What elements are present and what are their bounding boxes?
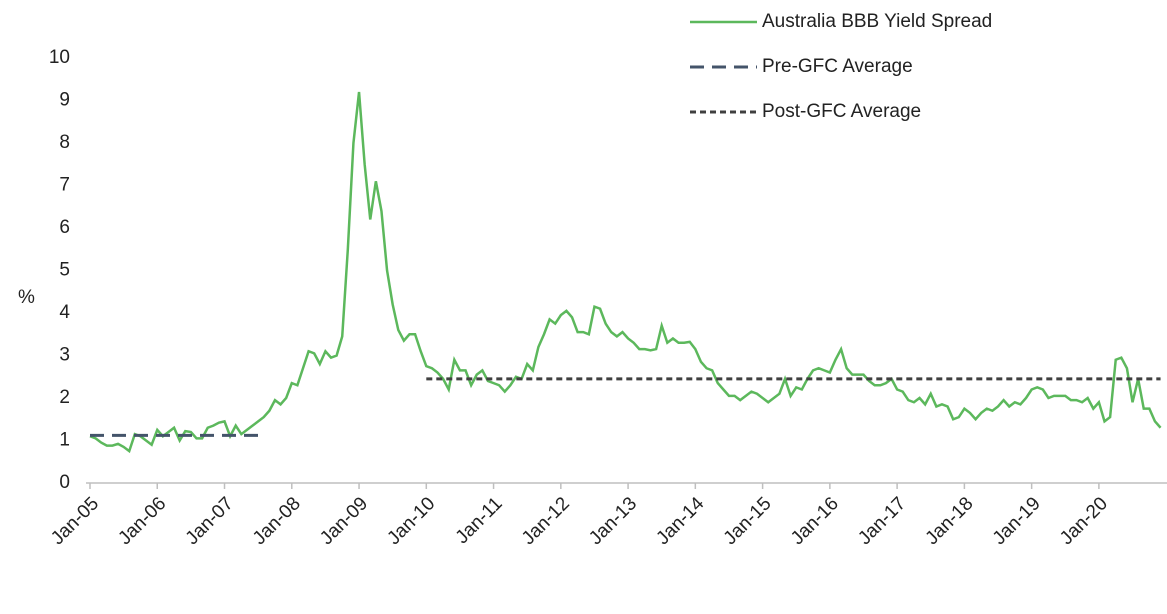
line-series bbox=[89, 91, 1162, 454]
y-tick-label: 8 bbox=[59, 132, 70, 153]
x-tick-label: Jan-17 bbox=[854, 493, 910, 549]
x-tick-label: Jan-11 bbox=[452, 493, 507, 548]
y-tick-label: 2 bbox=[59, 387, 70, 408]
legend-label: Australia BBB Yield Spread bbox=[762, 11, 992, 32]
x-tick-label: Jan-05 bbox=[47, 493, 103, 549]
x-tick-label: Jan-15 bbox=[720, 493, 776, 549]
y-axis-label: % bbox=[18, 287, 35, 308]
y-tick-label: 0 bbox=[59, 472, 70, 493]
x-tick-label: Jan-09 bbox=[316, 493, 372, 549]
y-tick-label: 3 bbox=[59, 345, 70, 366]
y-tick-label: 9 bbox=[59, 90, 70, 111]
y-tick-label: 4 bbox=[59, 302, 70, 323]
x-tick-label: Jan-19 bbox=[989, 493, 1045, 549]
y-tick-label: 7 bbox=[59, 175, 70, 196]
x-tick-label: Jan-10 bbox=[383, 493, 439, 549]
y-tick-label: 1 bbox=[59, 430, 70, 451]
x-tick-label: Jan-14 bbox=[652, 493, 708, 549]
x-tick-label: Jan-12 bbox=[518, 493, 574, 549]
legend-label: Pre-GFC Average bbox=[762, 56, 913, 77]
x-tick-label: Jan-13 bbox=[585, 493, 641, 549]
x-tick-label: Jan-18 bbox=[922, 493, 978, 549]
legend-label: Post-GFC Average bbox=[762, 101, 921, 122]
y-tick-label: 6 bbox=[59, 217, 70, 238]
x-tick-label: Jan-06 bbox=[114, 493, 170, 549]
x-tick-label: Jan-07 bbox=[182, 493, 238, 549]
x-tick-label: Jan-20 bbox=[1056, 493, 1112, 549]
x-tick-label: Jan-16 bbox=[787, 493, 843, 549]
x-tick-label: Jan-08 bbox=[249, 493, 305, 549]
y-tick-label: 5 bbox=[59, 260, 70, 281]
y-tick-label: 10 bbox=[49, 47, 70, 68]
